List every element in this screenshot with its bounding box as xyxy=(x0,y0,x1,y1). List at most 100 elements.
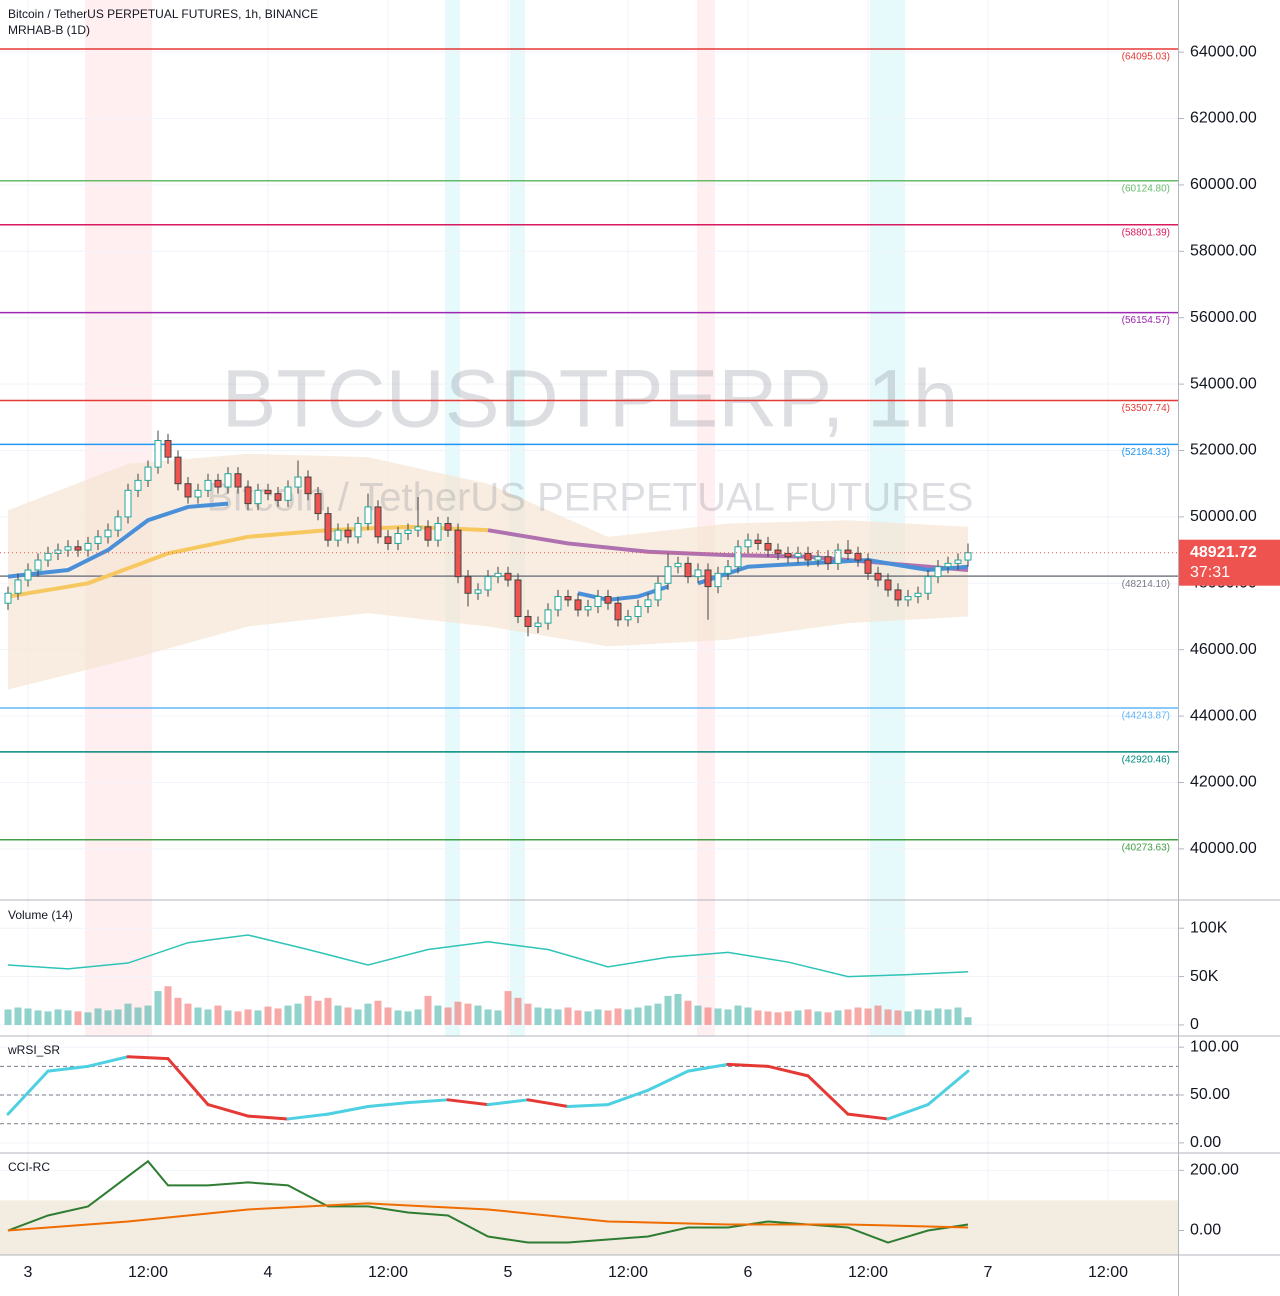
volume-bar xyxy=(864,1008,872,1025)
volume-bar xyxy=(314,1000,322,1025)
volume-bar xyxy=(454,1001,462,1025)
pane-title: wRSI_SR xyxy=(7,1043,60,1057)
candle-body xyxy=(184,483,192,498)
volume-bar xyxy=(164,986,172,1025)
candle-body xyxy=(544,609,552,624)
candle-body xyxy=(94,536,102,544)
candle-body xyxy=(784,552,792,558)
candle-body xyxy=(754,539,762,544)
volume-bar xyxy=(324,997,332,1025)
candle-body xyxy=(304,476,312,495)
level-label: (52184.33) xyxy=(1122,447,1170,458)
volume-bar xyxy=(244,1009,252,1025)
volume-bar xyxy=(34,1010,42,1025)
candle-body xyxy=(514,579,522,617)
candle-body xyxy=(954,559,962,564)
pane-title: CCI-RC xyxy=(8,1160,50,1174)
volume-bar xyxy=(614,1008,622,1025)
candle-body xyxy=(724,566,732,574)
volume-bar xyxy=(524,1003,532,1025)
volume-bar xyxy=(514,997,522,1025)
volume-bar xyxy=(254,1010,262,1025)
candle-body xyxy=(264,489,272,495)
level-label: (56154.57) xyxy=(1122,315,1170,326)
volume-bar xyxy=(154,991,162,1025)
candle-body xyxy=(524,615,532,627)
chart-title: Bitcoin / TetherUS PERPETUAL FUTURES, 1h… xyxy=(8,7,318,21)
rsi-segment xyxy=(206,1103,250,1118)
x-tick-label: 7 xyxy=(984,1264,993,1281)
candle-body xyxy=(604,596,612,604)
candle-body xyxy=(214,479,222,488)
candle-body xyxy=(874,572,882,581)
volume-bar xyxy=(824,1012,832,1025)
volume-bar xyxy=(754,1010,762,1025)
candle-body xyxy=(294,476,302,488)
volume-pane xyxy=(0,927,1178,1026)
candle-body xyxy=(624,615,632,621)
rsi-segment xyxy=(6,1069,50,1116)
x-tick-label: 12:00 xyxy=(608,1264,648,1281)
rsi-segment xyxy=(686,1062,730,1073)
volume-bar xyxy=(414,1009,422,1025)
candle-body xyxy=(484,576,492,591)
last-price-box xyxy=(1179,539,1280,586)
candle-body xyxy=(574,599,582,611)
volume-bar xyxy=(134,1007,142,1025)
volume-bar xyxy=(744,1007,752,1025)
candle-body xyxy=(534,622,542,627)
y-tick-label: 100.00 xyxy=(1190,1038,1239,1055)
price-pane: BTCUSDTPERP, 1h Bitcoin / TetherUS PERPET… xyxy=(0,48,1178,853)
candle-body xyxy=(104,529,112,538)
candle-body xyxy=(174,456,182,485)
candle-body xyxy=(964,552,972,561)
candle-body xyxy=(834,549,842,564)
candle-body xyxy=(804,552,812,561)
volume-bar xyxy=(914,1009,922,1025)
volume-bar xyxy=(444,1007,452,1025)
volume-bar xyxy=(944,1009,952,1025)
volume-bar xyxy=(214,1005,222,1025)
volume-bar xyxy=(354,1009,362,1025)
candle-body xyxy=(884,579,892,591)
candle-body xyxy=(314,493,322,515)
candle-body xyxy=(374,506,382,538)
y-tick-label: 50000.00 xyxy=(1190,508,1257,525)
candle-body xyxy=(224,473,232,488)
volume-bar xyxy=(694,1005,702,1025)
volume-bar xyxy=(784,1011,792,1025)
rsi-segment xyxy=(46,1064,90,1073)
candle-body xyxy=(414,526,422,531)
candle-body xyxy=(944,562,952,568)
volume-bar xyxy=(964,1017,972,1025)
volume-ma xyxy=(7,934,969,978)
y-tick-label: 64000.00 xyxy=(1190,43,1257,60)
volume-bar xyxy=(584,1011,592,1025)
volume-bar xyxy=(654,1003,662,1025)
volume-bar xyxy=(384,1007,392,1025)
candle-body xyxy=(274,493,282,501)
y-tick-label: 54000.00 xyxy=(1190,375,1257,392)
volume-bar xyxy=(434,1005,442,1025)
candle-body xyxy=(634,606,642,617)
cci-band xyxy=(0,1200,1178,1255)
rsi-segment xyxy=(926,1069,970,1107)
candle-body xyxy=(564,596,572,601)
volume-bar xyxy=(764,1011,772,1025)
level-label: (40273.63) xyxy=(1122,842,1170,853)
candle-body xyxy=(404,529,412,534)
candle-body xyxy=(584,606,592,611)
volume-bar xyxy=(334,1005,342,1025)
volume-bar xyxy=(304,995,312,1025)
rsi-segment xyxy=(766,1064,810,1078)
volume-bar xyxy=(724,1009,732,1025)
candle-body xyxy=(194,489,202,498)
candle-body xyxy=(74,546,82,551)
volume-bar xyxy=(664,995,672,1025)
candle-body xyxy=(164,440,172,458)
candle-body xyxy=(454,529,462,578)
rsi-segment xyxy=(486,1098,530,1107)
candle-body xyxy=(114,516,122,531)
candle-body xyxy=(434,523,442,541)
rsi-segment xyxy=(326,1105,370,1116)
